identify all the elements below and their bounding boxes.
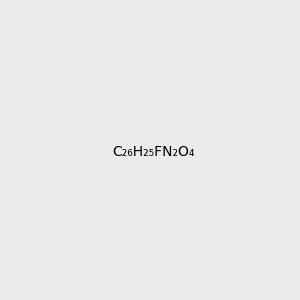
Text: C₂₆H₂₅FN₂O₄: C₂₆H₂₅FN₂O₄: [112, 145, 195, 158]
